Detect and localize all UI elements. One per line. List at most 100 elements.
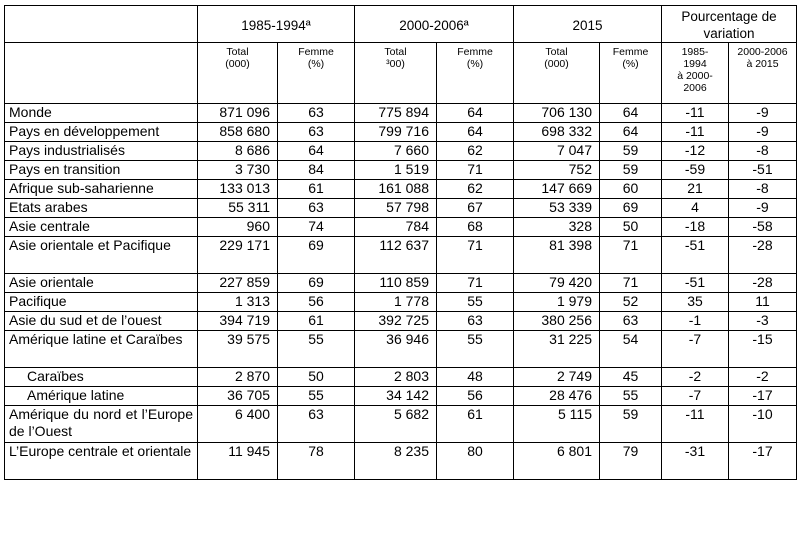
table-cell: 6 400 — [197, 405, 278, 443]
table-cell: 8 235 — [354, 442, 437, 480]
table-cell: -51 — [728, 160, 797, 180]
table-cell: 392 725 — [354, 311, 437, 331]
table-cell: 53 339 — [513, 198, 600, 218]
table-cell: 227 859 — [197, 273, 278, 293]
subheader-line: à 2015 — [746, 58, 779, 70]
table-cell: 61 — [277, 179, 355, 199]
table-cell: 7 660 — [354, 141, 437, 161]
table-cell: 80 — [436, 442, 514, 480]
table-cell: 56 — [277, 292, 355, 312]
subheader-line: Total — [545, 46, 568, 58]
table-cell: 55 — [436, 330, 514, 368]
table-cell: 62 — [436, 141, 514, 161]
table-cell: 960 — [197, 217, 278, 237]
table-cell: 698 332 — [513, 122, 600, 142]
table-cell: 36 946 — [354, 330, 437, 368]
table-cell: 706 130 — [513, 103, 600, 123]
table-cell: 81 398 — [513, 236, 600, 274]
table-cell: 63 — [277, 103, 355, 123]
table-cell: 63 — [599, 311, 662, 331]
table-cell: 752 — [513, 160, 600, 180]
table-row: Etats arabes 55 311 63 57 798 67 53 339 69 4 -9 — [4, 198, 797, 218]
table-cell: 71 — [436, 160, 514, 180]
table-cell: -59 — [661, 160, 729, 180]
table-cell: 31 225 — [513, 330, 600, 368]
table-row: Pays industrialisés 8 686 64 7 660 62 7 047 59… — [4, 141, 797, 161]
table-cell: -17 — [728, 442, 797, 480]
table-cell: 64 — [436, 103, 514, 123]
column-subheader: Total (000) — [197, 42, 278, 104]
table-cell: 54 — [599, 330, 662, 368]
table-row: Amérique latine 36 705 55 34 142 56 28 476 55-… — [4, 386, 797, 406]
table-cell: 78 — [277, 442, 355, 480]
table-cell: 60 — [599, 179, 662, 199]
row-label: Pacifique — [4, 292, 198, 312]
subheader-line: 1985- — [681, 46, 709, 58]
table-cell: 69 — [277, 273, 355, 293]
subheader-line: (%) — [307, 58, 325, 70]
table-cell: 784 — [354, 217, 437, 237]
table-row: Caraïbes 2 870 50 2 803 48 2 749 45 -2 -2 — [4, 367, 797, 387]
table-cell: -11 — [661, 122, 729, 142]
subheader-line: 1994 — [683, 58, 707, 70]
table-cell: -3 — [728, 311, 797, 331]
table-cell: 63 — [277, 405, 355, 443]
table-cell: 1 979 — [513, 292, 600, 312]
table-cell: 147 669 — [513, 179, 600, 199]
subheader-line: 2000-2006 — [737, 46, 788, 58]
table-cell: 8 686 — [197, 141, 278, 161]
corner-cell — [4, 5, 198, 43]
table-cell: -51 — [661, 236, 729, 274]
table-cell: 63 — [277, 198, 355, 218]
table-cell: 133 013 — [197, 179, 278, 199]
subheader-line: à 2000- — [677, 70, 713, 82]
table-cell: 61 — [277, 311, 355, 331]
table-cell: 68 — [436, 217, 514, 237]
table-cell: 64 — [599, 103, 662, 123]
table-cell: 7 047 — [513, 141, 600, 161]
table-cell: 161 088 — [354, 179, 437, 199]
table-cell: 380 256 — [513, 311, 600, 331]
group-header-2015: 2015 — [513, 5, 662, 43]
table-cell: 57 798 — [354, 198, 437, 218]
table-cell: 59 — [599, 405, 662, 443]
table-cell: 50 — [599, 217, 662, 237]
table-cell: -28 — [728, 273, 797, 293]
subheader-line: 2006 — [683, 82, 707, 94]
table-cell: -2 — [661, 367, 729, 387]
subheader-line: Femme — [298, 46, 334, 58]
table-cell: 11 945 — [197, 442, 278, 480]
table-cell: 64 — [436, 122, 514, 142]
table-cell: -58 — [728, 217, 797, 237]
group-header-2000-2006: 2000-2006ª — [354, 5, 514, 43]
table-cell: 62 — [436, 179, 514, 199]
row-label: Amérique du nord et l’Europe de l’Ouest — [4, 405, 198, 443]
subheader-line: (000) — [544, 58, 569, 70]
table-row: Asie orientale 227 859 69 110 859 71 79 420 71… — [4, 273, 797, 293]
table-cell: -8 — [728, 179, 797, 199]
column-subheader: 1985- 1994 à 2000- 2006 — [661, 42, 729, 104]
table-cell: 64 — [599, 122, 662, 142]
subheader-line: Total — [226, 46, 249, 58]
table-cell: 55 — [277, 386, 355, 406]
table-cell: 71 — [436, 236, 514, 274]
subheader-line: (000) — [225, 58, 250, 70]
subheader-line: ³00) — [386, 58, 405, 70]
table-cell: 48 — [436, 367, 514, 387]
table-cell: -1 — [661, 311, 729, 331]
column-subheader: 2000-2006 à 2015 — [728, 42, 797, 104]
table-row: Afrique sub-saharienne 133 013 61 161 088 62… — [4, 179, 797, 199]
table-cell: 328 — [513, 217, 600, 237]
row-label: Asie centrale — [4, 217, 198, 237]
table-cell: 112 637 — [354, 236, 437, 274]
table-cell: 5 682 — [354, 405, 437, 443]
row-label: Asie orientale et Pacifique — [4, 236, 198, 274]
table-cell: 55 — [277, 330, 355, 368]
table-cell: 1 519 — [354, 160, 437, 180]
table-cell: -18 — [661, 217, 729, 237]
table-cell: 799 716 — [354, 122, 437, 142]
table-cell: -12 — [661, 141, 729, 161]
subheader-line: Femme — [612, 46, 649, 58]
table-cell: -2 — [728, 367, 797, 387]
subheader-line: Total — [384, 46, 407, 58]
